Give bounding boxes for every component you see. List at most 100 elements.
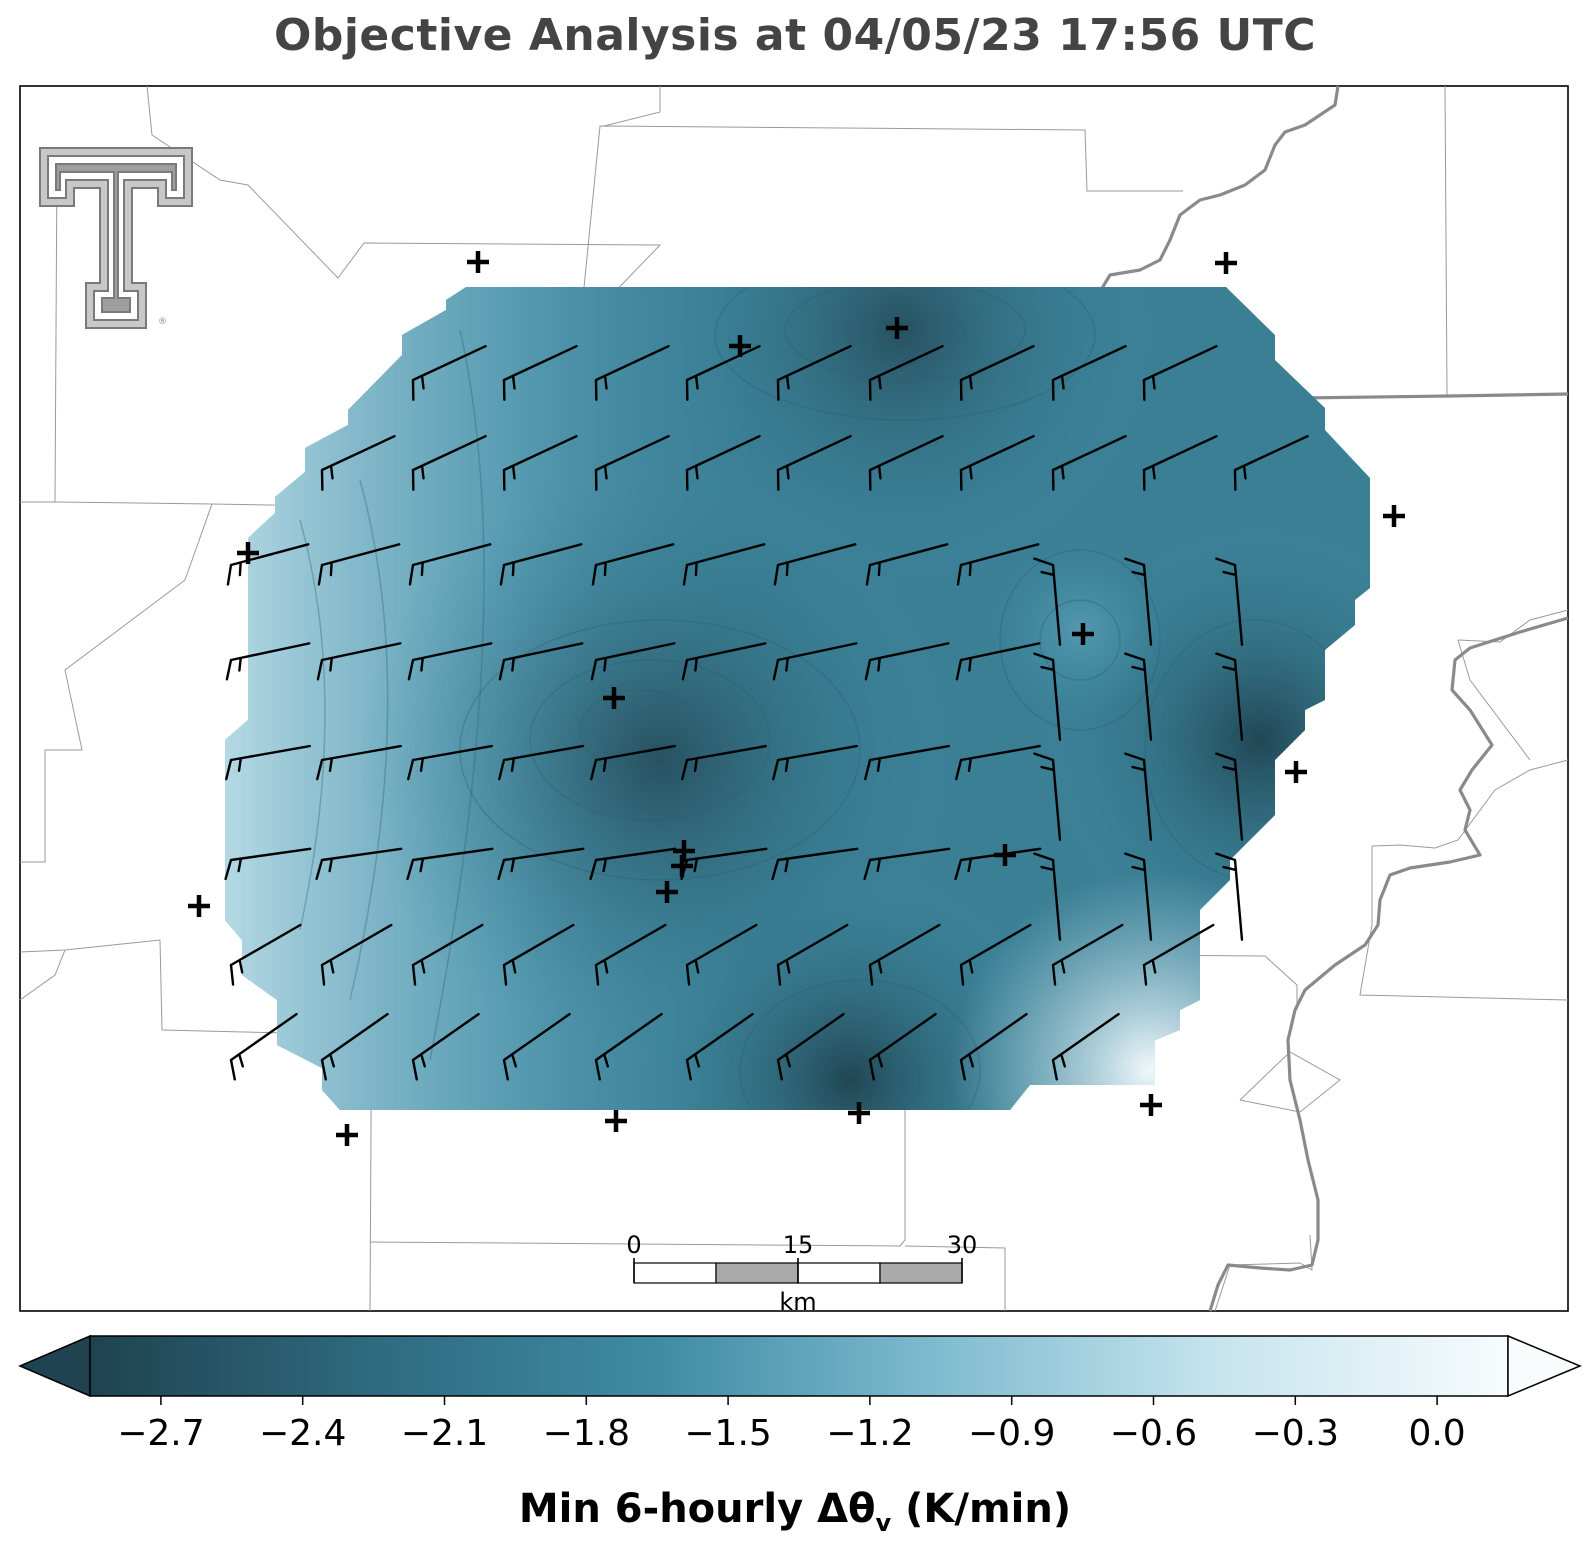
- wind-barb: [682, 543, 766, 586]
- wind-barb: [498, 744, 584, 781]
- colorbar-tick-label: −1.5: [684, 1413, 771, 1454]
- station-marker: [1383, 505, 1405, 527]
- wind-barb: [320, 1012, 389, 1081]
- colorbar-tick-label: −2.7: [117, 1413, 204, 1454]
- wind-barb: [1124, 557, 1153, 646]
- wind-barb: [594, 344, 670, 401]
- colorbar-tick-label: 0.0: [1408, 1413, 1465, 1454]
- station-marker: [1285, 761, 1307, 783]
- wind-barb: [1051, 1012, 1120, 1081]
- wind-barb: [590, 642, 676, 681]
- wind-barb: [229, 923, 302, 986]
- wind-barb: [776, 923, 849, 986]
- colorbar-label-sub: v: [875, 1509, 892, 1537]
- wind-barb: [498, 642, 584, 681]
- wind-barb: [594, 434, 670, 491]
- wind-barb: [411, 434, 487, 491]
- station-marker: [656, 881, 678, 903]
- wind-barb: [407, 744, 493, 781]
- wind-barbs: [224, 344, 1309, 1081]
- wind-barb: [406, 847, 494, 881]
- wind-barb: [681, 642, 767, 681]
- wind-barb: [589, 847, 677, 881]
- wind-barb: [959, 434, 1035, 491]
- wind-barb: [955, 744, 1041, 781]
- colorbar-tick-label: −2.4: [259, 1413, 346, 1454]
- station-marker: [605, 1110, 627, 1132]
- wind-barb: [956, 543, 1040, 586]
- wind-barb: [317, 543, 401, 586]
- wind-barb: [499, 543, 583, 586]
- wind-barb: [411, 923, 484, 986]
- wind-barb: [411, 1012, 480, 1081]
- wind-barb: [955, 642, 1041, 681]
- wind-barb: [681, 744, 767, 781]
- wind-barb: [868, 434, 944, 491]
- colorbar-label-unit: (K/min): [891, 1486, 1072, 1532]
- wind-barb: [772, 744, 858, 781]
- wind-barb: [497, 847, 585, 881]
- wind-barb: [1033, 652, 1062, 741]
- scalebar-unit: km: [779, 1288, 816, 1316]
- wind-barb: [502, 1012, 571, 1081]
- colorbar-tick-label: −0.3: [1252, 1413, 1339, 1454]
- wind-barb: [590, 744, 676, 781]
- wind-barb: [1124, 652, 1153, 741]
- wind-barb: [772, 642, 858, 681]
- wind-barb: [224, 847, 312, 881]
- wind-barb: [1215, 557, 1244, 646]
- station-marker: [994, 844, 1016, 866]
- station-markers: [188, 251, 1405, 1146]
- wind-barb: [865, 543, 949, 586]
- wind-barb: [959, 923, 1032, 986]
- wind-barb: [320, 923, 393, 986]
- wind-barb: [773, 543, 857, 586]
- map-figure: ® 0 15 30 km −2.7 −2.4 −2.1 −1.8 −1.5 −1.2 −0.…: [18, 85, 1582, 1454]
- wind-barb: [502, 923, 575, 986]
- wind-barb: [1051, 923, 1124, 986]
- wind-barb: [685, 1012, 754, 1081]
- wind-barb: [685, 923, 758, 986]
- wind-barb: [776, 1012, 845, 1081]
- colorbar-tick-label: −1.2: [826, 1413, 913, 1454]
- wind-barb: [776, 344, 852, 401]
- station-marker: [603, 687, 625, 709]
- station-marker: [1215, 252, 1237, 274]
- wind-barb: [864, 642, 950, 681]
- wind-barb: [225, 744, 311, 781]
- wind-barb: [1124, 752, 1153, 841]
- colorbar: −2.7 −2.4 −2.1 −1.8 −1.5 −1.2 −0.9 −0.6 −0.3 0.0: [18, 1334, 1582, 1454]
- wind-barb: [868, 344, 944, 401]
- wind-barb: [1051, 344, 1127, 401]
- station-marker: [1072, 623, 1094, 645]
- wind-barb: [229, 1012, 298, 1081]
- station-marker: [886, 317, 908, 339]
- wind-barb: [1124, 852, 1153, 941]
- wind-barb: [1051, 434, 1127, 491]
- station-marker: [1140, 1094, 1162, 1116]
- wind-barb: [1215, 652, 1244, 741]
- svg-text:®: ®: [158, 317, 167, 327]
- wind-barb: [1033, 852, 1062, 941]
- map-title: Objective Analysis at 04/05/23 17:56 UTC: [273, 10, 1317, 61]
- colorbar-tick-label: −0.9: [968, 1413, 1055, 1454]
- wind-barb: [594, 923, 667, 986]
- scale-bar: 0 15 30 km: [626, 1231, 977, 1316]
- station-marker: [237, 542, 259, 564]
- colorbar-extend-max: [1507, 1334, 1582, 1398]
- wind-barb: [316, 744, 402, 781]
- station-marker: [467, 251, 489, 273]
- scalebar-label-0: 0: [626, 1231, 641, 1259]
- wind-barb: [407, 642, 493, 681]
- wind-barb: [1215, 852, 1244, 941]
- wind-barb: [502, 344, 578, 401]
- wind-barb: [1033, 752, 1062, 841]
- station-marker: [671, 855, 693, 877]
- wind-barb: [685, 434, 761, 491]
- texas-tech-logo: ®: [39, 147, 193, 329]
- colorbar-extend-min: [18, 1334, 91, 1398]
- wind-barb: [863, 847, 951, 881]
- wind-barb: [225, 642, 311, 681]
- wind-barb: [1215, 752, 1244, 841]
- scalebar-label-30: 30: [947, 1231, 978, 1259]
